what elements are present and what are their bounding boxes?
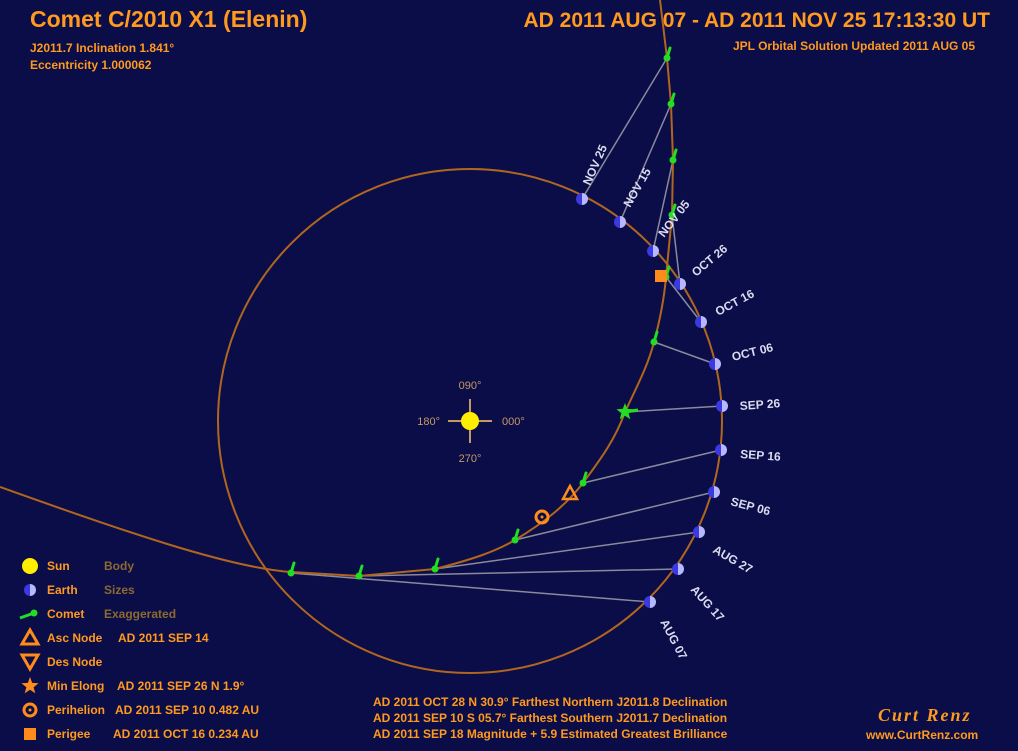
sight-line: [665, 276, 702, 323]
asc-node-marker: [560, 483, 580, 501]
min-elong-marker: [21, 677, 39, 694]
min-elong-marker: [616, 403, 634, 420]
sight-line: [652, 159, 674, 252]
legend-label: Min Elong: [47, 679, 104, 693]
legend-label: Des Node: [47, 655, 103, 669]
eccentricity: Eccentricity 1.000062: [30, 58, 152, 72]
earth: [716, 400, 728, 412]
sight-line: [671, 214, 681, 285]
earth: [644, 596, 656, 608]
compass-label: 090°: [459, 380, 482, 392]
comet: [650, 338, 658, 346]
comet: [431, 565, 439, 573]
title: Comet C/2010 X1 (Elenin): [30, 6, 307, 32]
comet: [663, 54, 671, 62]
comet: [667, 100, 675, 108]
date-range: AD 2011 AUG 07 - AD 2011 NOV 25 17:13:30…: [523, 9, 990, 32]
legend-note: AD 2011 SEP 10 0.482 AU: [115, 703, 259, 717]
earth: [576, 193, 588, 205]
perigee-marker: [655, 270, 667, 282]
legend-note: Sizes: [104, 583, 135, 597]
compass-label: 000°: [502, 416, 525, 428]
earth: [693, 526, 705, 538]
note: AD 2011 OCT 28 N 30.9° Farthest Northern…: [373, 695, 727, 709]
sight-line: [514, 491, 715, 541]
inclination: J2011.7 Inclination 1.841°: [30, 41, 174, 55]
legend-label: Asc Node: [47, 631, 103, 645]
sight-line: [582, 449, 722, 484]
compass-label: 180°: [417, 416, 440, 428]
legend-label: Perigee: [47, 727, 91, 741]
compass-label: 270°: [459, 453, 482, 465]
earth: [708, 486, 720, 498]
sight-line: [358, 568, 679, 577]
legend-icon: [19, 653, 41, 673]
legend-note: AD 2011 OCT 16 0.234 AU: [113, 727, 259, 741]
legend-note: Exaggerated: [104, 607, 176, 621]
sun: [461, 412, 479, 430]
legend-icon: [30, 609, 38, 617]
comet: [355, 572, 363, 580]
legend-note: AD 2011 SEP 26 N 1.9°: [117, 679, 245, 693]
earth: [674, 278, 686, 290]
perihelion-marker: [540, 515, 544, 519]
sight-line: [290, 572, 651, 603]
earth: [715, 444, 727, 456]
website: www.CurtRenz.com: [865, 728, 978, 742]
earth: [647, 245, 659, 257]
earth-date-label: SEP 16: [740, 447, 782, 464]
legend-note: AD 2011 SEP 14: [118, 631, 209, 645]
legend-icon: [22, 702, 38, 718]
note: AD 2011 SEP 10 S 05.7° Farthest Southern…: [373, 711, 727, 725]
legend-label: Comet: [47, 607, 84, 621]
sight-line: [624, 405, 723, 413]
sight-line: [581, 57, 668, 200]
earth: [695, 316, 707, 328]
comet: [579, 479, 587, 487]
comet: [669, 156, 677, 164]
earth: [614, 216, 626, 228]
legend-icon: [19, 626, 41, 646]
earth-date-label: SEP 26: [739, 396, 781, 413]
comet: [668, 211, 676, 219]
earth: [709, 358, 721, 370]
signature: Curt Renz: [878, 705, 972, 725]
note: AD 2011 SEP 18 Magnitude + 5.9 Estimated…: [373, 727, 728, 741]
sight-line: [434, 531, 700, 570]
legend-label: Earth: [47, 583, 78, 597]
earth: [672, 563, 684, 575]
perihelion-marker: [534, 509, 550, 525]
earth: [24, 584, 36, 596]
legend-icon: [24, 728, 36, 740]
legend-icon: [22, 558, 38, 574]
comet: [287, 569, 295, 577]
earth-orbit: [217, 168, 723, 674]
legend-icon: [28, 708, 32, 712]
sight-line: [653, 341, 716, 365]
comet: [511, 536, 519, 544]
sight-line: [619, 103, 672, 223]
solution: JPL Orbital Solution Updated 2011 AUG 05: [733, 39, 975, 53]
legend-label: Sun: [47, 559, 70, 573]
legend-label: Perihelion: [47, 703, 105, 717]
legend-note: Body: [104, 559, 134, 573]
